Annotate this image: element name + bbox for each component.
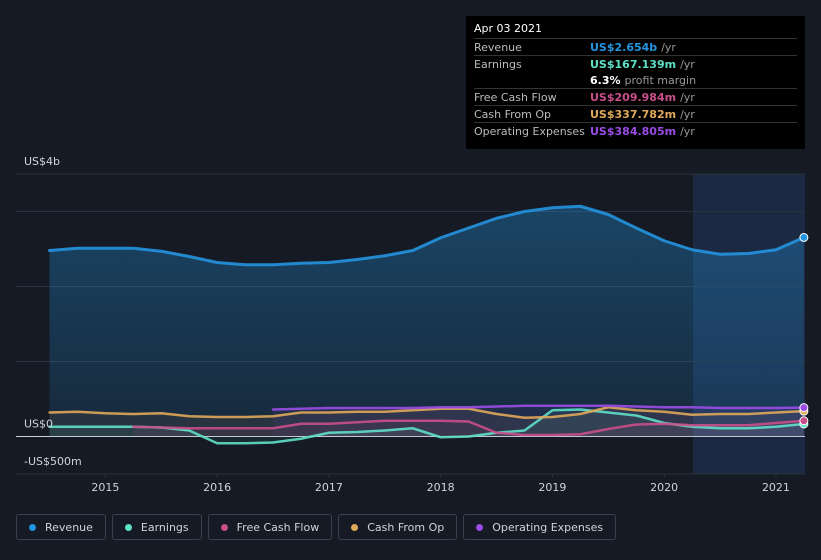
legend-label: Operating Expenses	[492, 520, 604, 534]
tooltip-value: US$2.654b	[590, 40, 658, 54]
tooltip-row: 6.3% profit margin	[474, 72, 797, 88]
tooltip: Apr 03 2021 Revenue US$2.654b/yr Earnings U…	[466, 16, 805, 149]
series-area	[49, 206, 804, 437]
tooltip-label: Revenue	[474, 40, 522, 54]
legend-label: Revenue	[45, 520, 93, 534]
x-tick-label: 2018	[427, 481, 455, 494]
x-tick-label: 2016	[203, 481, 231, 494]
legend-item[interactable]: Earnings	[111, 514, 202, 540]
y-tick-label: US$4b	[24, 155, 60, 168]
tooltip-unit: profit margin	[624, 73, 697, 87]
series-line	[48, 204, 806, 267]
tooltip-value: 6.3%	[590, 73, 621, 87]
tooltip-date: Apr 03 2021	[474, 22, 543, 35]
legend-item[interactable]: Free Cash Flow	[207, 514, 333, 540]
x-tick-label: 2019	[538, 481, 566, 494]
x-tick-label: 2017	[315, 481, 343, 494]
tooltip-value: US$167.139m	[590, 57, 677, 71]
y-tick-label: US$0	[24, 418, 53, 431]
tooltip-unit: /yr	[680, 124, 695, 138]
legend-swatch	[124, 523, 132, 531]
legend-label: Earnings	[140, 520, 189, 534]
tooltip-unit: /yr	[661, 40, 676, 54]
tooltip-value: US$384.805m	[590, 124, 677, 138]
tooltip-value: US$337.782m	[590, 107, 677, 121]
legend-item[interactable]: Revenue	[16, 514, 106, 540]
tooltip-unit: /yr	[680, 57, 695, 71]
tooltip-row: Revenue US$2.654b/yr	[474, 38, 797, 55]
series-area	[49, 409, 804, 444]
tooltip-label: Cash From Op	[474, 107, 552, 121]
legend-swatch	[476, 523, 484, 531]
tooltip-unit: /yr	[680, 107, 695, 121]
tooltip-label: Operating Expenses	[474, 124, 585, 138]
end-dot	[799, 416, 809, 426]
legend-label: Free Cash Flow	[236, 520, 320, 534]
legend: Revenue Earnings Free Cash Flow Cash From O…	[16, 514, 617, 540]
legend-swatch	[351, 523, 359, 531]
legend-label: Cash From Op	[367, 520, 445, 534]
tooltip-row: Cash From Op US$337.782m/yr	[474, 105, 797, 122]
tooltip-row: Free Cash Flow US$209.984m/yr	[474, 88, 797, 105]
x-tick-label: 2015	[91, 481, 119, 494]
legend-item[interactable]: Cash From Op	[338, 514, 458, 540]
tooltip-row: Operating Expenses US$384.805m/yr	[474, 122, 797, 139]
series-line	[48, 406, 806, 419]
series-line	[132, 419, 806, 437]
legend-item[interactable]: Operating Expenses	[463, 514, 617, 540]
y-tick-label: -US$500m	[24, 455, 82, 468]
tooltip-unit: /yr	[680, 90, 695, 104]
x-tick-label: 2021	[762, 481, 790, 494]
tooltip-value: US$209.984m	[590, 90, 677, 104]
end-dot	[799, 232, 809, 242]
legend-swatch	[220, 523, 228, 531]
legend-swatch	[29, 523, 36, 531]
tooltip-label: Earnings	[474, 57, 522, 71]
tooltip-label: Free Cash Flow	[474, 90, 557, 104]
end-dot	[799, 403, 809, 413]
tooltip-row: Earnings US$167.139m/yr	[474, 55, 797, 72]
x-tick-label: 2020	[650, 481, 678, 494]
series-line	[271, 404, 806, 411]
